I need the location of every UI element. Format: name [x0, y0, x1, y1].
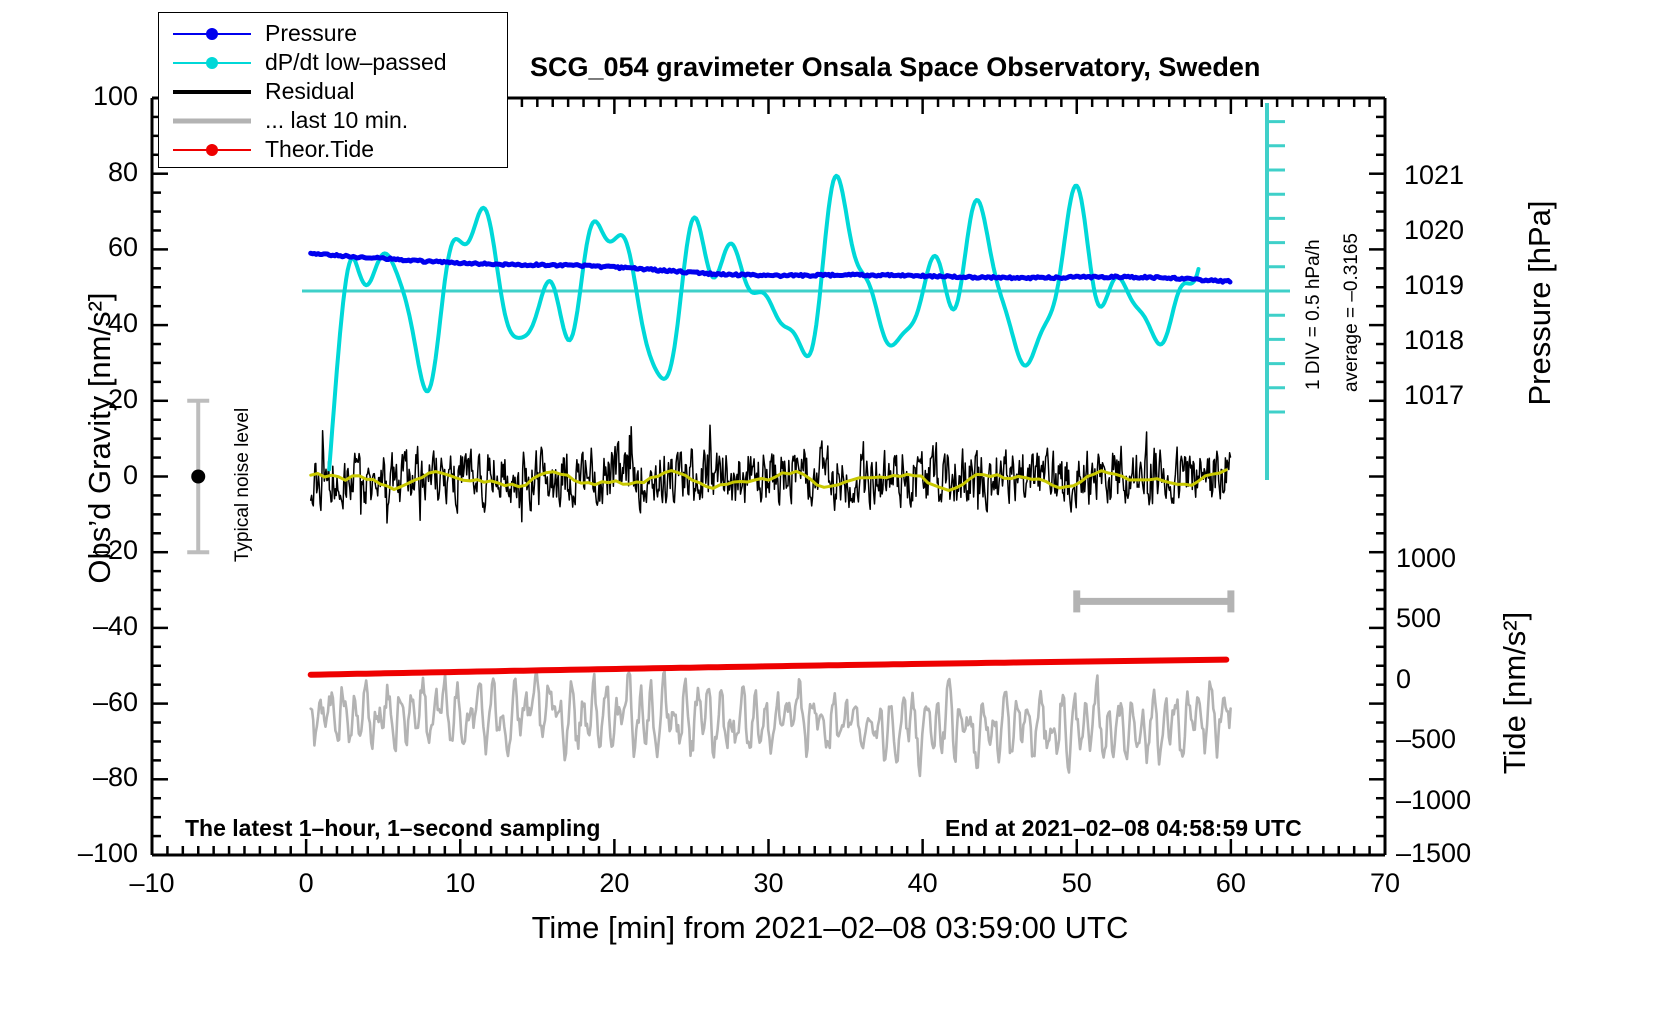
tide-tick-label: –1000	[1396, 785, 1472, 815]
y-tick-label: –60	[92, 686, 138, 717]
y-tick-label: –80	[92, 762, 138, 793]
legend-swatch	[173, 82, 251, 102]
legend-swatch	[173, 24, 251, 44]
x-tick-label: –10	[129, 868, 175, 898]
average-label: average = –0.3165	[1341, 233, 1362, 392]
x-axis-title: Time [min] from 2021–02–08 03:59:00 UTC	[531, 910, 1129, 945]
legend-marker-dot	[206, 27, 218, 40]
x-tick-label: 0	[298, 868, 314, 898]
x-axis-ticks	[150, 839, 1387, 855]
legend-line	[173, 118, 251, 123]
legend-marker-dot	[206, 143, 218, 156]
legend-swatch	[173, 111, 251, 131]
pressure-tick-label: 1020	[1404, 215, 1465, 246]
tide-tick-label: 0	[1396, 663, 1412, 694]
series-theor-tide	[307, 656, 1230, 678]
series-last-10-min	[309, 667, 1232, 778]
tide-tick-label: –500	[1396, 724, 1457, 755]
x-tick-label: 40	[907, 868, 938, 898]
y-tick-label: 40	[107, 308, 138, 339]
legend-swatch	[173, 53, 251, 73]
legend-item-pressure[interactable]: Pressure	[159, 19, 507, 48]
series-residual-smoothed	[309, 468, 1228, 492]
legend-marker-dot	[206, 56, 218, 69]
y-tick-label: 20	[107, 383, 138, 414]
noise-level-errorbar	[187, 398, 210, 555]
series-dpdt-lowpassed	[327, 173, 1201, 472]
x-tick-label: 30	[753, 868, 784, 898]
page-title: SCG_054 gravimeter Onsala Space Observat…	[530, 52, 1261, 82]
legend-item-dp-dt-low-passed[interactable]: dP/dt low–passed	[159, 48, 507, 77]
series-pressure	[308, 250, 1233, 285]
tide-tick-label: –1500	[1396, 838, 1472, 868]
series-residual	[309, 424, 1232, 524]
legend-line	[173, 89, 251, 94]
y-tick-label: –20	[92, 535, 138, 566]
div-scale-label: 1 DIV = 0.5 hPa/h	[1303, 239, 1324, 390]
tide-tick-label: 500	[1396, 603, 1442, 634]
pressure-tick-label: 1021	[1404, 160, 1465, 191]
y-axis-title-pressure: Pressure [hPa]	[1522, 200, 1557, 406]
legend-label: Residual	[265, 78, 355, 104]
legend-swatch	[173, 140, 251, 160]
y-tick-label: 60	[107, 232, 138, 263]
legend-label: ... last 10 min.	[265, 107, 409, 133]
pressure-tick-label: 1018	[1404, 325, 1465, 356]
x-tick-label: 60	[1215, 868, 1246, 898]
y-tick-label: –40	[92, 610, 138, 641]
y-tick-label: 0	[122, 459, 138, 490]
y-tick-label: –100	[77, 838, 138, 868]
x-tick-label: 20	[599, 868, 630, 898]
legend-item-residual[interactable]: Residual	[159, 77, 507, 106]
y-tick-label: 80	[107, 156, 138, 187]
ten-minute-scalebar	[1073, 590, 1235, 613]
legend-label: Pressure	[265, 20, 358, 46]
legend-item-theor-tide[interactable]: Theor.Tide	[159, 135, 507, 164]
legend[interactable]: Pressure dP/dt low–passed Residual ... last…	[158, 12, 508, 168]
x-tick-label: 10	[445, 868, 476, 898]
legend-label: dP/dt low–passed	[265, 49, 447, 75]
series-group	[307, 173, 1233, 778]
legend-label: Theor.Tide	[265, 136, 375, 162]
x-tick-label: 50	[1061, 868, 1092, 898]
tide-tick-label: 1000	[1396, 542, 1457, 573]
footer-note-right: End at 2021–02–08 04:58:59 UTC	[945, 815, 1302, 841]
noise-level-label: Typical noise level	[232, 407, 253, 562]
y-axis-ticks-left	[152, 96, 168, 857]
footer-note-left: The latest 1–hour, 1–second sampling	[185, 815, 601, 841]
y-tick-label: 100	[92, 81, 138, 111]
x-tick-label: 70	[1369, 868, 1401, 898]
y-axis-ticks-right	[1369, 96, 1385, 857]
pressure-tick-label: 1019	[1404, 270, 1465, 301]
legend-item-last-10-min[interactable]: ... last 10 min.	[159, 106, 507, 135]
pressure-tick-label: 1017	[1404, 380, 1465, 410]
